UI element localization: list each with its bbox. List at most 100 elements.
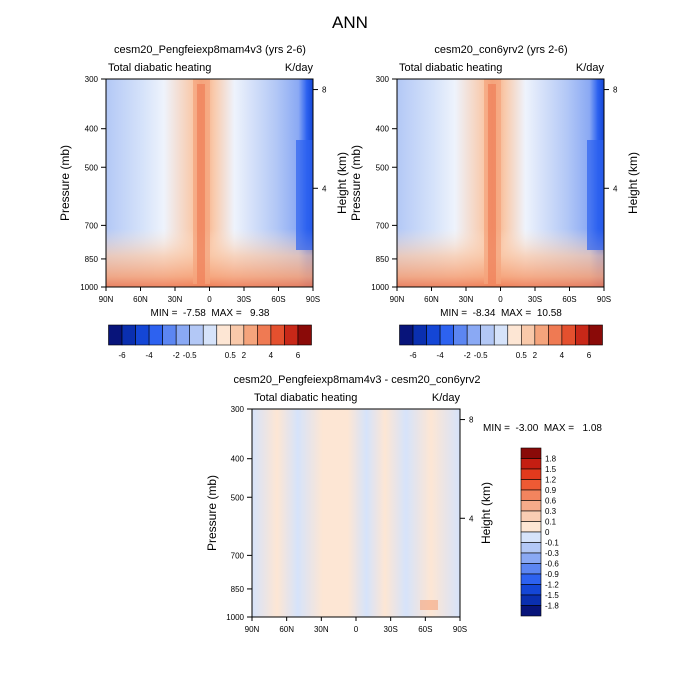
x-tick-label: 0 — [207, 295, 212, 304]
y-tick-label: 300 — [376, 75, 390, 84]
y-tick-label: 1000 — [226, 613, 244, 622]
colorbar-label: -0.5 — [474, 351, 488, 360]
colorbar-box — [439, 324, 454, 346]
x-tick-label: 60S — [418, 625, 432, 634]
x-tick-label: 30N — [459, 295, 474, 304]
y-tick-label: 700 — [231, 551, 245, 560]
x-tick-label: 90S — [306, 295, 320, 304]
panel-3-x-ticks: 90N 60N 30N 0 30S 60S 90S — [245, 617, 467, 634]
colorbar-box — [412, 324, 427, 346]
colorbar-label: 1.5 — [545, 465, 557, 474]
colorbar-box — [426, 324, 441, 346]
x-tick-label: 60S — [271, 295, 285, 304]
colorbar-box — [230, 324, 245, 346]
colorbar-label: 2 — [242, 351, 247, 360]
colorbar-box — [520, 594, 542, 606]
x-tick-label: 90S — [453, 625, 467, 634]
y-tick-label: 500 — [376, 163, 390, 172]
y-right-tick-label: 8 — [613, 86, 618, 95]
colorbar-label: -6 — [409, 351, 417, 360]
colorbar-label: 1.8 — [545, 455, 557, 464]
colorbar-box — [297, 324, 312, 346]
panel-2-colorbar: -6 -4 -2 -0.5 0.5 2 4 6 — [399, 324, 603, 360]
panel-3-field — [252, 409, 460, 617]
panel-3-units: K/day — [432, 392, 461, 404]
y-tick-label: 400 — [85, 125, 99, 134]
panel-1-antarctic-cold — [296, 140, 313, 250]
colorbar-label: 0.5 — [225, 351, 237, 360]
panel-3-colorbar: 1.81.5 1.20.9 0.60.3 0.10 -0.1-0.3 -0.6-0.9 -1… — [520, 447, 559, 617]
x-tick-label: 90S — [597, 295, 611, 304]
panel-3: cesm20_Pengfeiexp8mam4v3 - cesm20_con6yr… — [205, 374, 602, 634]
panel-1-stats: MIN = -7.58 MAX = 9.38 — [151, 308, 270, 319]
x-tick-label: 30S — [528, 295, 542, 304]
colorbar-box — [243, 324, 258, 346]
panel-3-field-label: Total diabatic heating — [254, 392, 357, 404]
colorbar-box — [520, 563, 542, 575]
panel-2-stats: MIN = -8.34 MAX = 10.58 — [440, 308, 562, 319]
panel-2: cesm20_con6yrv2 (yrs 2-6) Total diabatic… — [349, 44, 640, 360]
colorbar-box — [520, 552, 542, 564]
colorbar-box — [507, 324, 522, 346]
colorbar-label: 0.6 — [545, 497, 557, 506]
colorbar-box — [520, 521, 542, 533]
colorbar-box — [520, 468, 542, 480]
colorbar-label: 4 — [269, 351, 274, 360]
x-tick-label: 60N — [279, 625, 294, 634]
panel-2-units: K/day — [576, 62, 605, 74]
panel-1-y-right-ticks: 84 — [313, 86, 327, 193]
colorbar-box — [520, 573, 542, 585]
panel-3-surface-anomaly — [420, 600, 438, 610]
panel-1-field-label: Total diabatic heating — [108, 62, 211, 74]
colorbar-box — [284, 324, 299, 346]
y-tick-label: 850 — [231, 585, 245, 594]
colorbar-box — [520, 447, 542, 459]
colorbar-label: -0.6 — [545, 560, 559, 569]
colorbar-box — [520, 458, 542, 470]
figure-title: ANN — [332, 13, 368, 32]
panel-1-units: K/day — [285, 62, 314, 74]
y-tick-label: 850 — [376, 255, 390, 264]
colorbar-label: -0.9 — [545, 570, 559, 579]
colorbar-box — [270, 324, 285, 346]
colorbar-box — [520, 510, 542, 522]
panel-3-ylabel-right: Height (km) — [479, 482, 493, 544]
x-tick-label: 30S — [384, 625, 398, 634]
colorbar-box — [520, 531, 542, 543]
panel-1-ylabel-right: Height (km) — [335, 152, 349, 214]
colorbar-label: 6 — [296, 351, 301, 360]
colorbar-label: 0.3 — [545, 507, 557, 516]
y-tick-label: 700 — [85, 221, 99, 230]
colorbar-box — [121, 324, 136, 346]
panel-3-stats: MIN = -3.00 MAX = 1.08 — [483, 423, 602, 434]
colorbar-box — [534, 324, 549, 346]
y-tick-label: 300 — [231, 405, 245, 414]
colorbar-label: -6 — [118, 351, 126, 360]
colorbar-label: 0.9 — [545, 486, 557, 495]
panel-1-title: cesm20_Pengfeiexp8mam4v3 (yrs 2-6) — [114, 44, 306, 56]
colorbar-label: -1.2 — [545, 581, 559, 590]
panel-3-y-right-ticks: 84 — [460, 416, 474, 523]
colorbar-box — [520, 324, 536, 346]
colorbar-box — [588, 324, 603, 346]
colorbar-box — [175, 324, 191, 346]
panel-1: cesm20_Pengfeiexp8mam4v3 (yrs 2-6) Total… — [58, 44, 349, 360]
colorbar-box — [520, 500, 542, 512]
colorbar-label: -2 — [173, 351, 181, 360]
panel-2-x-ticks: 90N 60N 30N 0 30S 60S 90S — [390, 287, 611, 304]
colorbar-box — [108, 324, 123, 346]
colorbar-label: 4 — [560, 351, 565, 360]
y-tick-label: 400 — [376, 125, 390, 134]
colorbar-box — [520, 479, 542, 491]
x-tick-label: 30S — [237, 295, 251, 304]
panel-3-y-ticks: 300 400 500 700 850 1000 — [226, 405, 252, 622]
panel-2-ylabel: Pressure (mb) — [349, 145, 363, 221]
x-tick-label: 90N — [99, 295, 114, 304]
colorbar-label: -4 — [146, 351, 154, 360]
y-tick-label: 850 — [85, 255, 99, 264]
colorbar-box — [257, 324, 272, 346]
colorbar-label: -0.5 — [183, 351, 197, 360]
colorbar-label: 0 — [545, 528, 550, 537]
y-tick-label: 400 — [231, 455, 245, 464]
colorbar-label: -2 — [464, 351, 472, 360]
